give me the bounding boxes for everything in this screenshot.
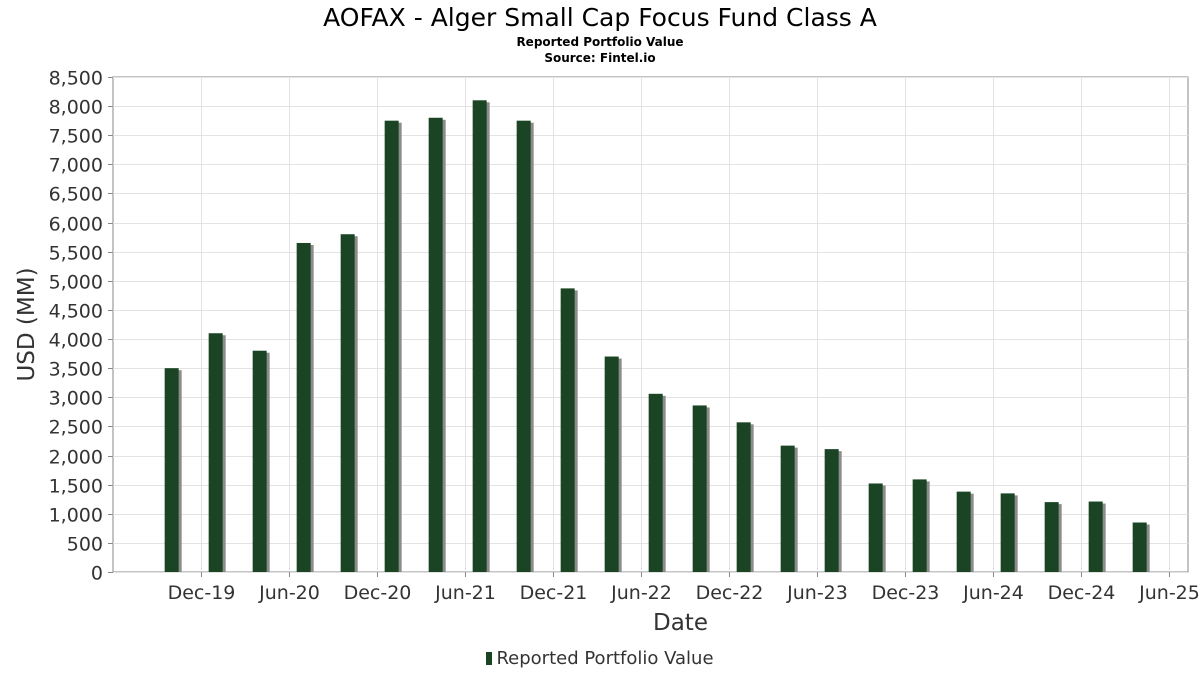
bar-chart: 0 500 1,000 1,500 2,000 2,500 3,000 3,500 4,000 4…: [14, 68, 1200, 637]
y-tick-label: 5,500: [49, 243, 103, 265]
bar: [208, 333, 223, 572]
bar: [780, 445, 795, 572]
y-tick-label: 8,000: [49, 97, 103, 119]
bar: [868, 483, 883, 572]
y-tick-label: 1,500: [49, 476, 103, 498]
bar: [912, 479, 927, 572]
y-tick-label: 8,500: [49, 68, 103, 90]
legend-swatch: [486, 652, 493, 665]
chart-title: AOFAX - Alger Small Cap Focus Fund Class…: [323, 3, 877, 32]
x-tick-label: Dec-22: [696, 582, 764, 604]
bar: [1000, 493, 1015, 572]
chart-subtitle: Reported Portfolio Value: [516, 35, 684, 49]
x-axis-label: Date: [653, 610, 708, 636]
y-tick-label: 6,500: [49, 184, 103, 206]
y-tick-label: 4,500: [49, 301, 103, 323]
y-tick-label: 2,000: [49, 447, 103, 469]
bar: [1044, 502, 1059, 572]
bar: [1132, 522, 1147, 572]
y-tick-label: 5,000: [49, 272, 103, 294]
y-tick-label: 7,000: [49, 155, 103, 177]
bar: [560, 288, 575, 572]
y-tick-label: 3,500: [49, 359, 103, 381]
y-axis-label: USD (MM): [14, 267, 40, 381]
chart-source: Source: Fintel.io: [544, 51, 656, 65]
bar: [956, 491, 971, 572]
legend: Reported Portfolio Value: [0, 647, 1200, 671]
x-tick-label: Dec-20: [344, 582, 412, 604]
bar: [516, 120, 531, 573]
bar: [1088, 501, 1103, 572]
x-tick-label: Jun-21: [434, 582, 496, 604]
y-tick-label: 7,500: [49, 126, 103, 148]
bar: [824, 449, 839, 572]
bar: [648, 393, 663, 572]
y-tick-label: 2,500: [49, 417, 103, 439]
y-tick-label: 500: [67, 534, 103, 556]
x-tick-label: Dec-19: [168, 582, 236, 604]
x-tick-label: Jun-23: [786, 582, 848, 604]
bar: [604, 356, 619, 572]
y-tick-label: 0: [91, 563, 103, 585]
bar: [692, 405, 707, 572]
y-tick-label: 3,000: [49, 388, 103, 410]
bar: [384, 120, 399, 573]
bar: [472, 100, 487, 572]
x-tick-label: Jun-25: [1138, 582, 1200, 604]
x-tick-label: Dec-24: [1048, 582, 1116, 604]
y-tick-label: 6,000: [49, 214, 103, 236]
bar: [164, 368, 179, 572]
y-tick-label: 4,000: [49, 330, 103, 352]
bar: [736, 422, 751, 572]
x-tick-label: Dec-23: [872, 582, 940, 604]
bar: [428, 117, 443, 572]
bar: [252, 350, 267, 572]
bar: [296, 242, 311, 572]
bar: [340, 234, 355, 572]
legend-label: Reported Portfolio Value: [496, 648, 714, 669]
x-tick-label: Jun-22: [610, 582, 672, 604]
x-tick-label: Dec-21: [520, 582, 588, 604]
x-tick-label: Jun-20: [258, 582, 320, 604]
x-tick-label: Jun-24: [962, 582, 1024, 604]
y-tick-label: 1,000: [49, 505, 103, 527]
